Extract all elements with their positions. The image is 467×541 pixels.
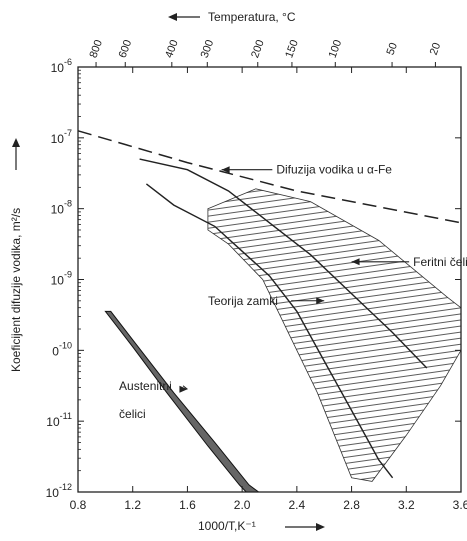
- x-axis-title-arrow: [285, 523, 325, 531]
- annotation-label: čelici: [119, 407, 146, 421]
- y-tick-label: 10-6: [51, 57, 72, 75]
- y-axis: 10-12 10-11 0-10 10-9 10-8 10-7 10-6: [46, 57, 461, 500]
- annotation-arrow-head: [316, 297, 325, 305]
- top-tick-label: 50: [385, 41, 400, 57]
- hatch-region: [207, 188, 462, 482]
- top-axis: 800 600 400 300 200 150 100 50 20: [88, 38, 443, 67]
- annotation-label: Difuzija vodika u α-Fe: [276, 163, 392, 177]
- x-axis-title: 1000/T,K⁻¹: [198, 519, 256, 533]
- top-tick-label: 600: [117, 38, 135, 59]
- annotation-label: Feritni čelici: [413, 255, 467, 269]
- x-tick-label: 2.0: [234, 498, 251, 512]
- series-line-1: [139, 158, 428, 369]
- top-tick-label: 150: [283, 38, 301, 59]
- series-hatched-region: [207, 188, 462, 482]
- x-axis: 0.8 1.2 1.6 2.0 2.4 2.8 3.2 3.6: [70, 67, 467, 512]
- top-tick-label: 200: [249, 38, 267, 59]
- annotation-arrow-line: [182, 385, 188, 390]
- x-tick-label: 3.6: [453, 498, 467, 512]
- top-tick-label: 800: [88, 38, 106, 59]
- y-tick-label: 10-11: [46, 411, 72, 429]
- series-dashed-line: [77, 130, 462, 224]
- annotation-arrow-head: [351, 258, 360, 266]
- y-tick-label: 10-9: [51, 270, 72, 288]
- top-tick-label: 100: [327, 38, 345, 59]
- series-line-2: [145, 183, 394, 479]
- x-tick-label: 3.2: [398, 498, 415, 512]
- top-tick-label: 300: [199, 38, 217, 59]
- top-tick-label: 400: [163, 38, 181, 59]
- x-tick-label: 0.8: [70, 498, 87, 512]
- annotation-arrow-head: [221, 166, 230, 174]
- annotation-label: Austenitni: [119, 379, 172, 393]
- y-tick-label: 10-7: [51, 128, 72, 146]
- annotation-arrow-head: [179, 385, 188, 393]
- y-axis-title-arrow: [12, 138, 20, 170]
- y-tick-label: 10-12: [46, 482, 72, 500]
- top-tick-label: 20: [428, 41, 443, 57]
- x-tick-label: 1.6: [179, 498, 196, 512]
- top-axis-title-arrow: [168, 13, 200, 21]
- y-tick-label: 0-10: [52, 340, 72, 358]
- x-tick-label: 1.2: [124, 498, 141, 512]
- series-austenitic-band: [104, 310, 261, 493]
- y-tick-label: 10-8: [51, 199, 72, 217]
- top-axis-title: Temperatura, °C: [208, 10, 296, 24]
- x-tick-label: 2.4: [289, 498, 306, 512]
- annotations: Difuzija vodika u α-Fe Feritni čelici Teor…: [119, 163, 467, 421]
- y-axis-title: Koeficijent difuzije vodika, m²/s: [9, 208, 23, 372]
- annotation-label: Teorija zamki: [208, 294, 278, 308]
- x-tick-label: 2.8: [343, 498, 360, 512]
